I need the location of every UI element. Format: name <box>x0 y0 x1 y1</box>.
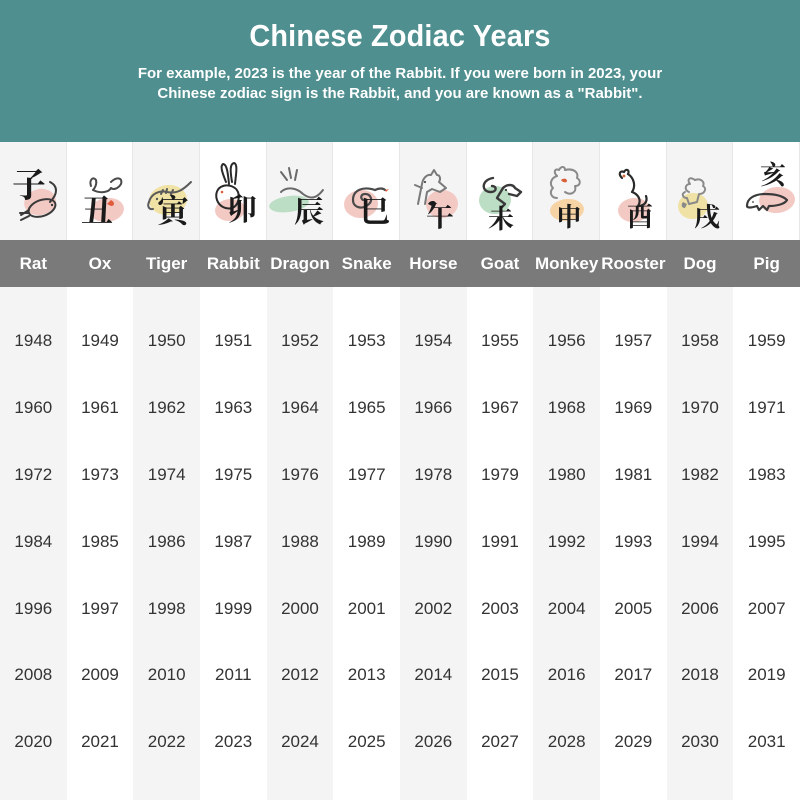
svg-text:戌: 戌 <box>694 197 720 234</box>
svg-text:酉: 酉 <box>627 197 653 234</box>
svg-text:申: 申 <box>556 197 582 234</box>
svg-text:丑: 丑 <box>81 186 113 232</box>
svg-text:卯: 卯 <box>227 185 257 229</box>
svg-text:寅: 寅 <box>157 186 193 232</box>
svg-text:巳: 巳 <box>360 187 390 231</box>
svg-text:未: 未 <box>488 199 514 236</box>
svg-text:子: 子 <box>12 158 46 207</box>
svg-text:辰: 辰 <box>294 187 324 231</box>
svg-text:午: 午 <box>426 195 454 235</box>
svg-text:亥: 亥 <box>760 155 786 192</box>
